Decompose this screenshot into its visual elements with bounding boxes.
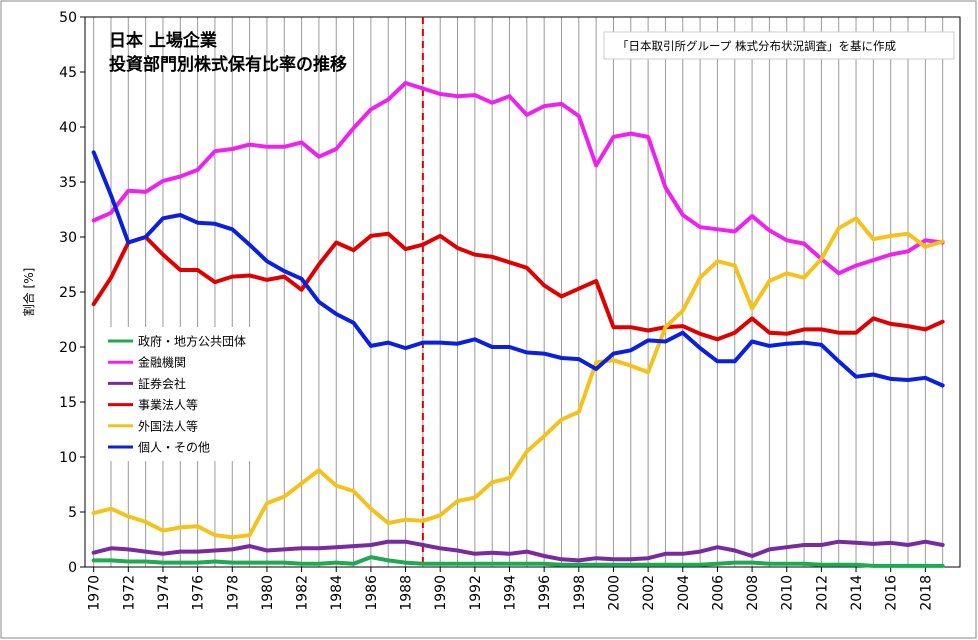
- x-tick-label: 2004: [676, 575, 692, 611]
- x-tick-label: 2016: [884, 575, 900, 611]
- x-tick-label: 1972: [121, 575, 137, 611]
- x-tick-label: 1978: [225, 575, 241, 611]
- legend-label: 事業法人等: [138, 398, 198, 412]
- legend-label: 外国法人等: [138, 419, 198, 433]
- chart-title-line1: 日本 上場企業: [109, 30, 217, 51]
- y-tick-label: 10: [59, 450, 77, 466]
- x-tick-label: 1970: [87, 575, 103, 611]
- y-tick-label: 50: [59, 10, 77, 26]
- x-tick-label: 1992: [468, 575, 484, 611]
- y-axis-label: 割合 [%]: [21, 268, 36, 317]
- x-tick-label: 1996: [537, 575, 553, 611]
- x-tick-label: 1990: [433, 575, 449, 611]
- series-line-5: [91, 216, 945, 540]
- series-line-3: [91, 539, 945, 563]
- y-tick-label: 25: [59, 285, 77, 301]
- y-tick-label: 35: [59, 175, 77, 191]
- x-tick-label: 1974: [156, 575, 172, 611]
- x-tick-label: 1986: [364, 575, 380, 611]
- legend-label: 金融機関: [138, 355, 186, 370]
- series-lines: [91, 81, 945, 568]
- x-tick-label: 1998: [572, 575, 588, 611]
- chart-title-line2: 投資部門別株式保有比率の推移: [109, 54, 347, 75]
- legend-box: [100, 327, 260, 461]
- series-line-6: [91, 150, 945, 388]
- x-tick-label: 2008: [745, 575, 761, 611]
- x-tick-label: 1988: [399, 575, 415, 611]
- x-tick-label: 2006: [710, 575, 726, 611]
- legend-label: 政府・地方公共団体: [138, 334, 246, 349]
- x-tick-label: 1976: [191, 575, 207, 611]
- y-tick-label: 30: [59, 230, 77, 246]
- x-axis-ticks: 1970 1972 1974 1976 1978 1980 1982 1984 1986 1988…: [87, 567, 934, 611]
- x-tick-label: 1980: [260, 575, 276, 611]
- y-tick-label: 0: [68, 560, 77, 576]
- source-note-box: [603, 31, 955, 60]
- x-tick-label: 1984: [329, 575, 345, 611]
- x-tick-label: 1982: [295, 575, 311, 611]
- x-tick-label: 2014: [849, 575, 865, 611]
- x-tick-label: 1994: [503, 575, 519, 611]
- x-tick-label: 2010: [780, 575, 796, 611]
- x-tick-label: 2018: [918, 575, 934, 611]
- x-tick-label: 2002: [641, 575, 657, 611]
- y-tick-label: 5: [68, 505, 77, 521]
- y-tick-label: 20: [59, 340, 77, 356]
- series-line-4: [91, 231, 945, 342]
- legend-label: 証券会社: [138, 376, 186, 391]
- y-tick-label: 45: [59, 65, 77, 81]
- legend-label: 個人・その他: [138, 441, 210, 455]
- gridlines: [93, 17, 961, 567]
- y-tick-label: 40: [59, 120, 77, 136]
- y-tick-label: 15: [59, 395, 77, 411]
- x-tick-label: 2012: [814, 575, 830, 611]
- source-note: 「日本取引所グループ 株式分布状況調査」を基に作成: [617, 39, 896, 53]
- series-line-2: [91, 81, 945, 276]
- x-tick-label: 2000: [606, 575, 622, 611]
- series-line-1: [91, 555, 945, 568]
- y-axis-ticks: 0 5 10 15 20 25 30 35 40 45 50: [59, 10, 85, 576]
